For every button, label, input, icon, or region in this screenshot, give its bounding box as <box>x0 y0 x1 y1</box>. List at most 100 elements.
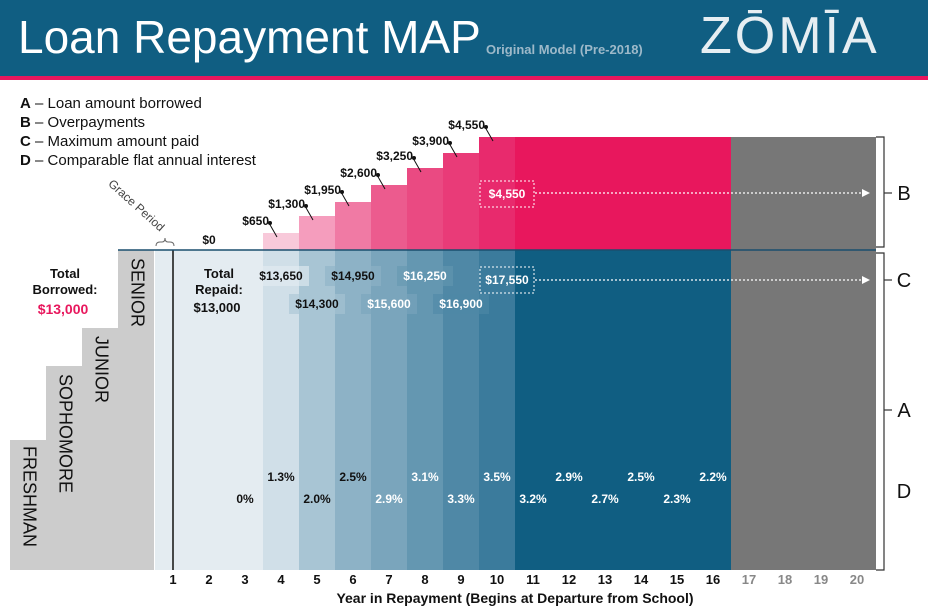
overpayment-dot <box>412 156 416 160</box>
flat-interest-label: 2.9% <box>555 470 583 484</box>
school-year-step <box>46 366 82 570</box>
a-bracket-label: A <box>897 400 911 422</box>
overpayment-boxed-label: $4,550 <box>489 187 526 201</box>
x-tick-label: 4 <box>277 572 285 587</box>
total-paid-arrowhead <box>862 276 870 284</box>
flat-interest-label: 0% <box>236 492 254 506</box>
brand-logo: ZŌMĪA <box>700 7 880 65</box>
total-paid-label: $16,250 <box>403 269 447 283</box>
b-bracket <box>876 136 885 248</box>
total-paid-chip <box>289 294 345 314</box>
x-axis-title: Year in Repayment (Begins at Departure f… <box>336 590 693 606</box>
legend-item-b: B – Overpayments <box>20 114 146 131</box>
school-year-label: SOPHOMORE <box>55 374 75 493</box>
legend-item-a: A – Loan amount borrowed <box>20 95 202 112</box>
overpayment-leader <box>484 126 494 142</box>
overpayment-label: $3,900 <box>412 134 449 148</box>
school-year-step <box>118 250 154 570</box>
repayment-column-late <box>515 250 731 570</box>
overpayment-column <box>479 137 515 250</box>
total-paid-chip <box>361 294 417 314</box>
overpayment-label: $0 <box>202 233 216 247</box>
school-year-step <box>82 328 118 570</box>
school-year-label: SENIOR <box>127 258 147 327</box>
flat-interest-label: 3.3% <box>447 492 475 506</box>
overpayment-column <box>443 153 479 250</box>
x-tick-label: 13 <box>598 572 612 587</box>
overpayment-dot <box>376 173 380 177</box>
total-paid-label: $14,950 <box>331 269 375 283</box>
flat-interest-label: 3.5% <box>483 470 511 484</box>
total-repaid-label: Repaid: <box>195 282 243 297</box>
overpayment-leader <box>376 174 386 190</box>
d-bracket-label: D <box>897 481 911 503</box>
x-tick-label: 18 <box>778 572 792 587</box>
flat-interest-label: 2.0% <box>303 492 331 506</box>
a-bracket <box>876 252 885 571</box>
overpayment-label: $1,950 <box>304 183 341 197</box>
overpayment-leader <box>340 191 350 207</box>
total-paid-chip <box>397 266 453 286</box>
total-paid-boxed-label: $17,550 <box>485 273 529 287</box>
total-paid-label: $16,900 <box>439 297 483 311</box>
total-paid-chip <box>253 266 309 286</box>
overpayment-dot <box>268 221 272 225</box>
total-borrowed-value: $13,000 <box>38 301 89 317</box>
overpayment-arrowhead <box>862 189 870 197</box>
flat-interest-label: 3.1% <box>411 470 439 484</box>
x-tick-label: 8 <box>421 572 428 587</box>
flat-interest-label: 2.5% <box>627 470 655 484</box>
overpayment-label: $4,550 <box>448 118 485 132</box>
page-subtitle: Original Model (Pre-2018) <box>486 42 643 57</box>
x-tick-label: 10 <box>490 572 504 587</box>
overpayment-column <box>371 185 407 250</box>
overpayment-label: $3,250 <box>376 149 413 163</box>
x-tick-label: 3 <box>241 572 248 587</box>
flat-interest-label: 1.3% <box>267 470 295 484</box>
overpayment-label: $1,300 <box>268 197 305 211</box>
flat-interest-label: 2.7% <box>591 492 619 506</box>
total-borrowed-label: Borrowed: <box>33 282 98 297</box>
total-borrowed-label: Total <box>50 266 80 281</box>
grace-period-band <box>155 250 173 570</box>
grace-period-brace <box>155 237 175 247</box>
x-tick-label: 6 <box>349 572 356 587</box>
x-tick-label: 2 <box>205 572 212 587</box>
total-repaid-label: Total <box>204 266 234 281</box>
overpayment-leader <box>268 222 278 238</box>
total-paid-chip <box>325 266 381 286</box>
school-year-step <box>10 440 46 570</box>
overpayment-column <box>299 216 335 250</box>
overpayment-dot <box>484 125 488 129</box>
overpayment-leader <box>448 142 458 158</box>
total-repaid-value: $13,000 <box>194 300 241 315</box>
school-year-label: FRESHMAN <box>19 446 39 547</box>
header-bar <box>0 0 928 76</box>
x-tick-label: 19 <box>814 572 828 587</box>
overpayment-column <box>263 233 299 250</box>
x-tick-label: 1 <box>169 572 176 587</box>
c-bracket-label: C <box>897 270 911 292</box>
repayment-early-band <box>173 250 263 570</box>
overpayment-leader <box>304 205 314 221</box>
overpayment-dot <box>448 141 452 145</box>
legend-item-d: D – Comparable flat annual interest <box>20 152 256 169</box>
x-tick-label: 5 <box>313 572 320 587</box>
overpayment-leader <box>412 157 422 173</box>
total-paid-chip <box>433 294 489 314</box>
flat-interest-label: 2.3% <box>663 492 691 506</box>
x-tick-label: 11 <box>526 572 540 587</box>
flat-interest-label: 3.2% <box>519 492 547 506</box>
x-tick-label: 17 <box>742 572 756 587</box>
total-paid-label: $14,300 <box>295 297 339 311</box>
overpayment-label: $2,600 <box>340 166 377 180</box>
legend-item-c: C – Maximum amount paid <box>20 133 200 150</box>
grace-period-label: Grace Period <box>105 177 167 235</box>
school-year-label: JUNIOR <box>91 336 111 403</box>
header-accent-line <box>0 76 928 80</box>
overpayment-dot <box>304 204 308 208</box>
total-paid-label: $13,650 <box>259 269 303 283</box>
overpayment-label: $650 <box>242 214 269 228</box>
x-tick-label: 16 <box>706 572 720 587</box>
